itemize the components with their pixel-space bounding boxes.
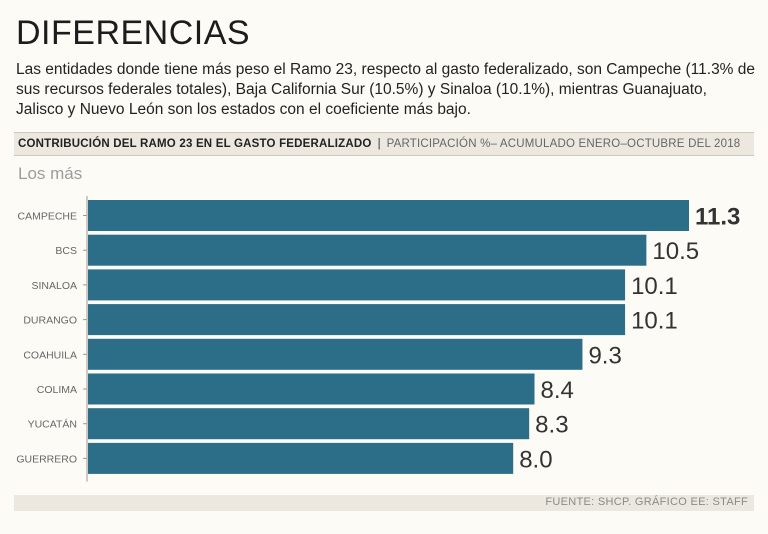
data-label: 10.5	[652, 238, 699, 265]
category-label: COLIMA	[37, 384, 77, 396]
bar-chart: CAMPECHE 11.3 BCS 10.5 SINALOA 10.1 DURANGO 10.…	[16, 196, 740, 482]
category-label: SINALOA	[31, 280, 77, 292]
data-label: 9.3	[588, 342, 621, 369]
data-label: 8.4	[541, 377, 574, 404]
footer-band	[14, 495, 754, 511]
category-label: GUERRERO	[16, 453, 77, 465]
category-label: CAMPECHE	[17, 211, 77, 223]
bar	[88, 408, 530, 440]
category-label: BCS	[55, 245, 77, 257]
bar	[88, 304, 626, 336]
chart-title: CONTRIBUCIÓN DEL RAMO 23 EN EL GASTO FED…	[18, 138, 372, 150]
source-note: FUENTE: SHCP. GRÁFICO EE: STAFF	[545, 496, 748, 508]
data-label: 10.1	[631, 308, 678, 335]
page-title: DIFERENCIAS	[16, 14, 251, 52]
bar	[88, 200, 689, 231]
data-label: 11.3	[695, 204, 740, 231]
section-label: Los más	[18, 164, 83, 183]
bar	[88, 442, 514, 474]
data-label: 8.3	[535, 412, 568, 439]
category-label: DURANGO	[23, 315, 77, 327]
category-label: COAHUILA	[23, 349, 77, 361]
data-label: 10.1	[631, 273, 678, 300]
header-separator: |	[377, 138, 381, 150]
subtitle-text: Las entidades donde tiene más peso el Ra…	[16, 61, 756, 118]
bar	[88, 338, 583, 370]
bar	[88, 234, 647, 266]
bar	[88, 373, 535, 405]
category-label: YUCATÁN	[28, 418, 77, 431]
chart-subtitle: PARTICIPACIÓN %– ACUMULADO ENERO–OCTUBRE…	[386, 138, 741, 150]
data-label: 8.0	[519, 446, 552, 473]
chart-header-band: CONTRIBUCIÓN DEL RAMO 23 EN EL GASTO FED…	[14, 132, 754, 156]
bar	[88, 269, 626, 301]
